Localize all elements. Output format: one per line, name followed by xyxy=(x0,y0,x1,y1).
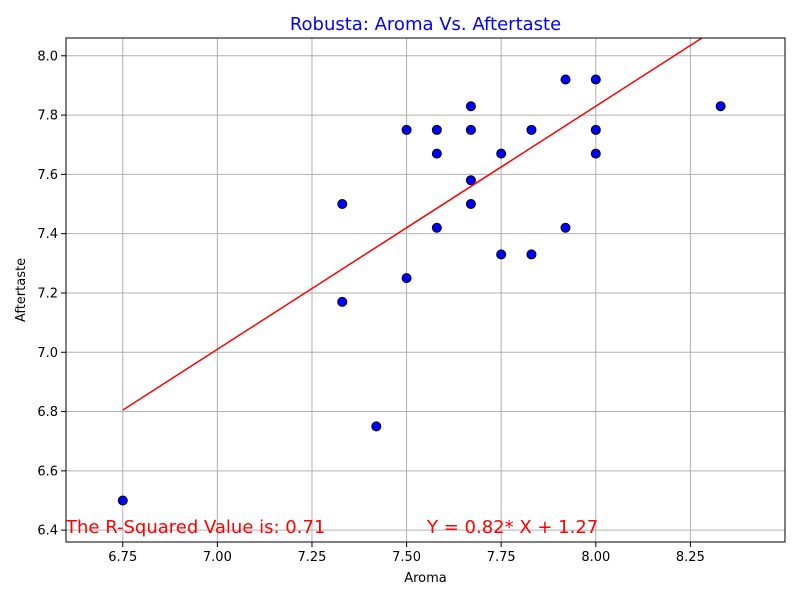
x-tick-label: 7.00 xyxy=(203,550,232,565)
scatter-point xyxy=(401,124,412,135)
scatter-point xyxy=(117,495,128,506)
x-tick-label: 6.75 xyxy=(108,550,137,565)
y-tick-label: 6.8 xyxy=(37,405,58,420)
scatter-point xyxy=(431,222,442,233)
y-tick-label: 6.6 xyxy=(37,464,58,479)
scatter-point xyxy=(401,273,412,284)
regression-line xyxy=(122,38,704,411)
x-ticks: 6.75 7.00 7.25 7.50 7.75 8.00 8.25 xyxy=(108,542,705,565)
scatter-point xyxy=(560,222,571,233)
y-tick-label: 7.4 xyxy=(37,227,58,242)
x-tick-label: 7.25 xyxy=(297,550,326,565)
x-axis-label: Aroma xyxy=(404,571,447,586)
x-tick-label: 7.75 xyxy=(487,550,516,565)
r-squared-annotation: The R-Squared Value is: 0.71 xyxy=(65,517,325,538)
scatter-point xyxy=(337,296,348,307)
scatter-point xyxy=(337,199,348,210)
scatter-point xyxy=(371,421,382,432)
scatter-point xyxy=(590,148,601,159)
y-ticks: 6.4 6.6 6.8 7.0 7.2 7.4 7.6 7.8 8.0 xyxy=(37,49,66,539)
scatter-point xyxy=(560,74,571,85)
scatter-point xyxy=(526,249,537,260)
data-points xyxy=(117,74,726,506)
y-tick-label: 7.6 xyxy=(37,168,58,183)
y-tick-label: 7.0 xyxy=(37,346,58,361)
scatter-point xyxy=(465,199,476,210)
scatter-point xyxy=(496,148,507,159)
scatter-point xyxy=(590,74,601,85)
x-tick-label: 7.50 xyxy=(392,550,421,565)
scatter-point xyxy=(590,124,601,135)
scatter-point xyxy=(465,175,476,186)
y-tick-label: 8.0 xyxy=(37,49,58,64)
chart-title: Robusta: Aroma Vs. Aftertaste xyxy=(290,14,561,35)
scatter-point xyxy=(526,124,537,135)
scatter-point xyxy=(431,124,442,135)
scatter-point xyxy=(715,101,726,112)
scatter-point xyxy=(431,148,442,159)
equation-annotation: Y = 0.82* X + 1.27 xyxy=(426,517,598,538)
grid xyxy=(66,38,785,542)
x-tick-label: 8.25 xyxy=(676,550,705,565)
scatter-point xyxy=(465,101,476,112)
y-tick-label: 7.8 xyxy=(37,109,58,124)
y-axis-label: Aftertaste xyxy=(14,258,29,322)
y-tick-label: 6.4 xyxy=(37,524,58,539)
y-tick-label: 7.2 xyxy=(37,286,58,301)
scatter-point xyxy=(496,249,507,260)
scatter-point xyxy=(465,124,476,135)
plot-frame xyxy=(65,37,786,543)
x-tick-label: 8.00 xyxy=(581,550,610,565)
